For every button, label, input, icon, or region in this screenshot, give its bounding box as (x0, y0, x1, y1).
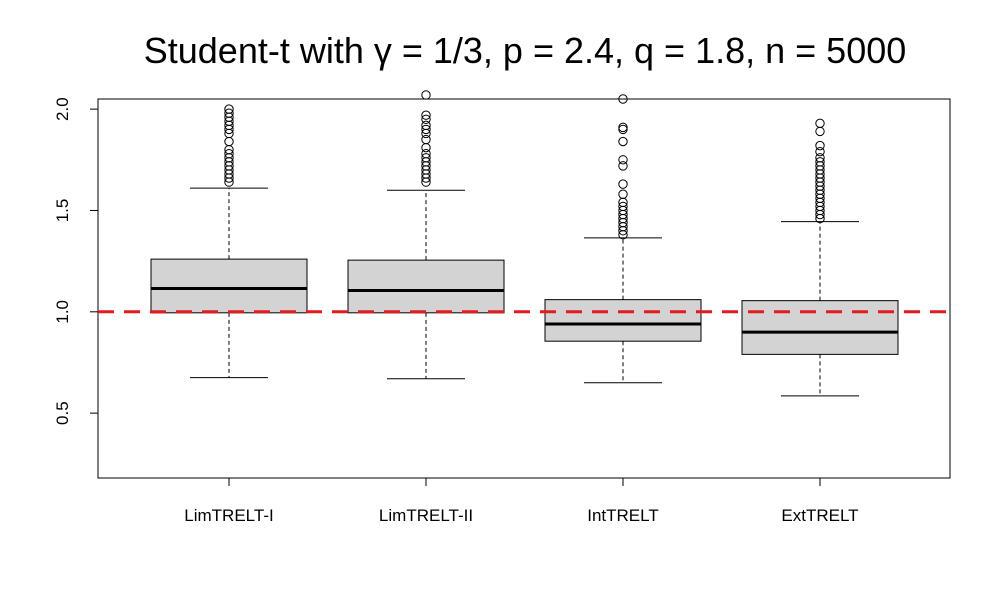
outlier-point (618, 189, 628, 199)
y-tick-label: 0.5 (53, 401, 72, 425)
x-category-label: ExtTRELT (781, 506, 858, 525)
outlier-point (618, 155, 628, 165)
plot-frame (97, 98, 951, 479)
outlier-point (224, 104, 234, 114)
outlier-point (421, 114, 431, 124)
outlier-point (815, 153, 825, 163)
outlier-point (618, 124, 628, 135)
plot-area: 0.5 1.0 1.5 2.0 LimTRELT-I LimTRELT-II IntTREL… (53, 90, 951, 525)
chart-title: Student-t with γ = 1/3, p = 2.4, q = 1.8… (144, 30, 907, 71)
y-tick-label: 1.5 (53, 199, 72, 223)
outlier-point (421, 124, 431, 135)
x-category-label: LimTRELT-I (184, 506, 273, 525)
iqr-box (544, 299, 702, 342)
x-category-label: LimTRELT-II (379, 506, 473, 525)
outlier-point (421, 149, 431, 159)
outlier-point (618, 161, 628, 171)
outlier-point (815, 140, 825, 151)
outlier-point (224, 108, 234, 118)
outlier-point (815, 118, 825, 129)
outlier-point (618, 179, 628, 189)
y-tick-label: 2.0 (53, 97, 72, 121)
outlier-point (421, 142, 431, 153)
y-tick-label: 1.0 (53, 300, 72, 324)
outlier-point (618, 201, 628, 212)
iqr-box (150, 258, 308, 314)
iqr-box (347, 259, 505, 314)
outlier-point (421, 90, 431, 100)
outlier-point (815, 126, 825, 137)
outlier-point (224, 149, 234, 159)
outlier-point (815, 157, 825, 167)
iqr-box (741, 300, 899, 355)
outlier-point (421, 134, 431, 145)
outlier-point (815, 146, 825, 157)
outlier-point (618, 122, 628, 133)
outlier-point (421, 153, 431, 163)
x-category-label: IntTRELT (587, 506, 658, 525)
outlier-point (421, 110, 431, 120)
outlier-point (224, 136, 234, 147)
outlier-point (618, 136, 628, 147)
outlier-point (421, 120, 431, 131)
outlier-point (618, 94, 628, 104)
